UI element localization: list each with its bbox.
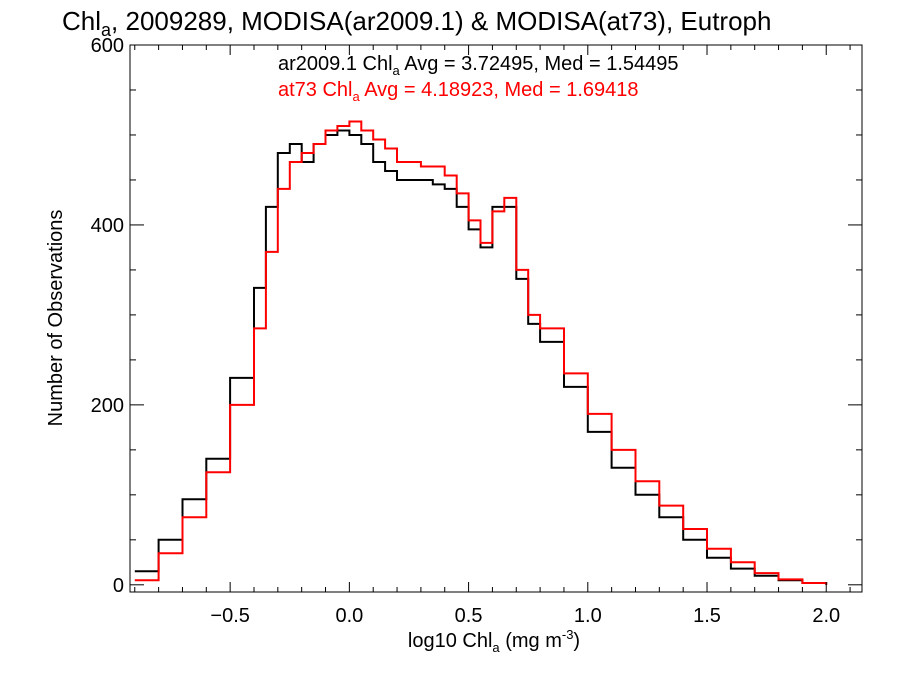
x-axis-label-part-3: ) xyxy=(573,630,580,652)
chart-title: Chla, 2009289, MODISA(ar2009.1) & MODISA… xyxy=(62,6,771,40)
annotations: ar2009.1 Chla Avg = 3.72495, Med = 1.544… xyxy=(278,53,679,104)
x-axis-label-subscript: a xyxy=(492,640,500,655)
series-2-line xyxy=(134,120,828,585)
annotation-ar2009-part-2: Avg = 3.72495, Med = 1.54495 xyxy=(400,53,679,75)
annotation-at73-subscript: a xyxy=(353,89,361,104)
x-tick-label: 1.5 xyxy=(693,605,721,627)
x-tick-label: −0.5 xyxy=(210,605,249,627)
x-tick-label: 0.5 xyxy=(455,605,483,627)
x-axis-label-part-2: (mg m xyxy=(500,630,562,652)
annotation-ar2009-part-1: ar2009.1 Chl xyxy=(278,53,393,75)
chart-title-part-1: Chl xyxy=(62,6,101,36)
x-axis-label: log10 Chla (mg m-3) xyxy=(408,627,580,655)
y-tick-label: 600 xyxy=(91,35,124,57)
annotation-at73-part-2: Avg = 4.18923, Med = 1.69418 xyxy=(360,79,639,101)
chart-title-subscript: a xyxy=(101,20,112,40)
x-axis-label-part-1: log10 Chl xyxy=(408,630,493,652)
y-tick-label: 200 xyxy=(91,395,124,417)
y-tick-label: 400 xyxy=(91,215,124,237)
annotation-at73: at73 Chla Avg = 4.18923, Med = 1.69418 xyxy=(278,79,638,104)
x-axis-label-superscript: -3 xyxy=(562,627,574,642)
x-tick-label: 0.0 xyxy=(335,605,363,627)
plot-area: −0.5 0.0 0.5 1.0 1.5 2.0 0 200 400 600 xyxy=(91,35,863,627)
annotation-ar2009-subscript: a xyxy=(393,63,401,78)
plot-frame xyxy=(129,44,863,593)
y-tick-label: 0 xyxy=(113,575,124,597)
chart-title-part-2: , 2009289, MODISA(ar2009.1) & MODISA(at7… xyxy=(111,6,771,36)
x-tick-label: 2.0 xyxy=(812,605,840,627)
annotation-ar2009: ar2009.1 Chla Avg = 3.72495, Med = 1.544… xyxy=(278,53,679,78)
annotation-at73-part-1: at73 Chl xyxy=(278,79,353,101)
x-tick-label: 1.0 xyxy=(574,605,602,627)
y-axis-label: Number of Observations xyxy=(45,210,67,427)
